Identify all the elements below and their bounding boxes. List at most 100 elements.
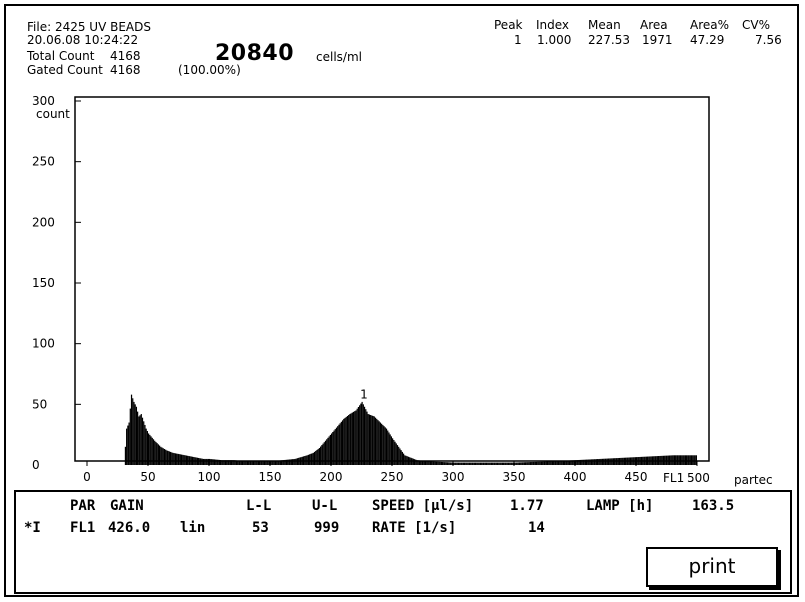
histogram-bar (351, 412, 353, 465)
histogram-bar (611, 458, 613, 465)
row-upper-limit[interactable]: 999 (314, 520, 340, 536)
histogram-bar (648, 456, 650, 465)
histogram-bar (146, 431, 148, 465)
histogram-bar (377, 420, 379, 465)
histogram-bar (304, 456, 306, 465)
print-button[interactable]: print (646, 547, 778, 587)
histogram-bar (124, 446, 127, 465)
histogram-bar (671, 455, 673, 465)
histogram-bar (276, 460, 278, 465)
histogram-bar (472, 462, 474, 465)
histogram-bar (251, 461, 253, 465)
histogram-bar (410, 457, 412, 465)
row-lower-limit[interactable]: 53 (252, 520, 269, 536)
histogram-bar (578, 459, 580, 465)
histogram-bar (307, 454, 310, 465)
histogram-bar (528, 462, 530, 465)
histogram-bar (677, 455, 679, 465)
histogram-bar (180, 454, 183, 465)
speed-value: 1.77 (510, 498, 544, 514)
histogram-bar (313, 451, 316, 465)
histogram-bar (392, 438, 394, 465)
histogram-bar (237, 460, 239, 465)
histogram-bar (240, 460, 242, 465)
histogram-bar (510, 462, 512, 465)
histogram-bar (498, 462, 500, 465)
histogram-bar (257, 461, 260, 465)
histogram-bar (442, 462, 444, 465)
histogram-bar (639, 456, 641, 465)
histogram-bar (178, 454, 180, 465)
peak-row-peak: 1 (514, 33, 522, 47)
histogram-bar (360, 403, 362, 465)
histogram-bar (692, 455, 694, 465)
x-tick-label: 200 (320, 470, 343, 484)
histogram-bar (614, 458, 616, 465)
gated-count-value: 4168 (110, 63, 141, 77)
histogram-bar (434, 461, 436, 465)
histogram-bar (604, 458, 606, 465)
histogram-bar (287, 459, 289, 465)
histogram-bar (559, 460, 561, 465)
histogram-bar (400, 450, 402, 465)
histogram-bar (171, 452, 173, 465)
histogram-bar (495, 462, 497, 465)
histogram-bar (202, 458, 205, 465)
histogram-bar (166, 450, 168, 465)
histogram-bar (216, 459, 218, 465)
histogram-bar (282, 460, 284, 465)
histogram-bar (553, 461, 555, 465)
row-gain[interactable]: 426.0 (108, 520, 151, 536)
histogram-bar (493, 462, 495, 465)
histogram-bar (255, 461, 257, 465)
histogram-bar (420, 460, 422, 465)
histogram-bar (653, 456, 655, 465)
histogram-bar (140, 414, 142, 465)
histogram-bar (405, 455, 407, 465)
histogram-bar (210, 459, 212, 465)
histogram-bar (158, 445, 161, 465)
histogram-bar (454, 462, 456, 465)
histogram-bar (288, 459, 290, 465)
histogram-bar (152, 439, 155, 465)
histogram-bar (593, 459, 595, 465)
histogram-bar (501, 462, 504, 465)
histogram-bar (637, 457, 639, 465)
x-tick-label: 350 (503, 470, 526, 484)
histogram-bar (581, 459, 583, 465)
histogram-bar (277, 460, 279, 465)
row-mode[interactable]: lin (180, 520, 206, 536)
histogram-bar (503, 462, 505, 465)
y-axis-label: count (36, 107, 70, 121)
histogram-bar (607, 458, 610, 465)
histogram-bar (223, 460, 225, 465)
plot-area-frame (74, 96, 710, 462)
histogram-bar (584, 459, 586, 465)
histogram-bar (423, 460, 425, 465)
histogram-bar (566, 460, 568, 465)
histogram-bar (190, 456, 192, 465)
histogram-bar (617, 458, 619, 465)
histogram-bar (610, 458, 612, 465)
histogram-bar (370, 415, 372, 465)
histogram-bar (362, 404, 364, 465)
histogram-bar (567, 460, 569, 465)
histogram-bar (310, 453, 312, 465)
y-tick-label: 200 (32, 215, 55, 229)
histogram-bar (302, 456, 305, 465)
histogram-bar (339, 423, 341, 465)
histogram-bar (128, 422, 130, 465)
histogram-bar (589, 459, 591, 465)
histogram-bar (254, 461, 256, 465)
histogram-bar (248, 461, 250, 465)
histogram-bar (507, 462, 510, 465)
histogram-bar (478, 462, 480, 465)
histogram-bar (529, 462, 532, 465)
histogram-bar (354, 411, 356, 465)
histogram-bar (520, 462, 522, 465)
histogram-bar (615, 458, 617, 465)
histogram-bar (238, 460, 240, 465)
histogram-bar (488, 462, 490, 465)
gated-percent: (100.00%) (178, 63, 241, 77)
histogram-bar (459, 462, 461, 465)
